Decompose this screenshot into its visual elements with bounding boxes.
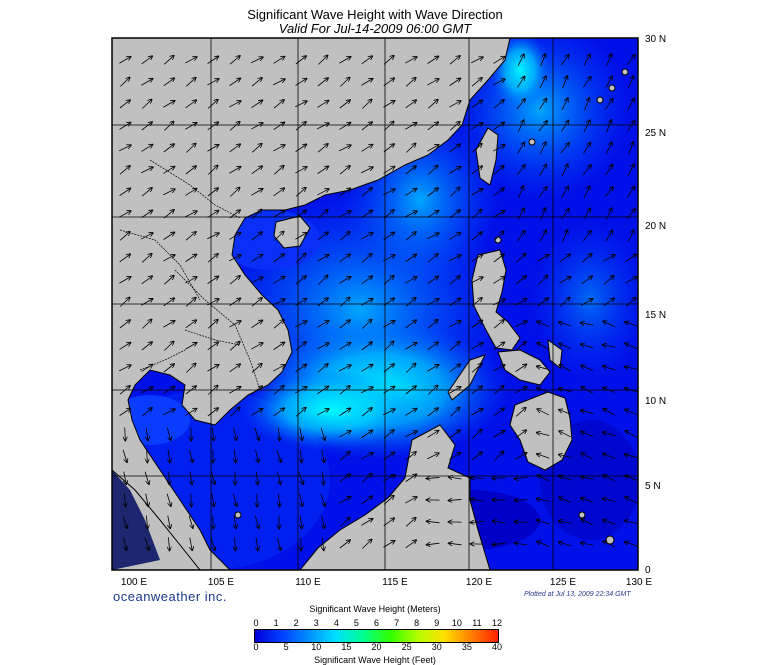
colorbar-tick-feet: 30 <box>431 642 442 652</box>
plotted-timestamp: Plotted at Jul 13, 2009 22:34 GMT <box>524 591 631 598</box>
colorbar-tick-feet: 25 <box>401 642 412 652</box>
colorbar-tick-meters: 7 <box>394 618 400 628</box>
colorbar-tick-feet: 0 <box>253 642 259 652</box>
colorbar-tick-meters: 12 <box>491 618 503 628</box>
lat-label: 15 N <box>645 310 666 321</box>
colorbar-tick-feet: 35 <box>461 642 472 652</box>
colorbar-ticks-meters: 0 1 2 3 4 5 6 7 8 9 10 11 12 <box>250 618 503 630</box>
lon-label: 110 E <box>295 577 321 588</box>
colorbar-tick-meters: 0 <box>253 618 259 628</box>
colorbar-tick-feet: 20 <box>371 642 382 652</box>
colorbar-tick-meters: 4 <box>333 618 339 628</box>
colorbar-tick-meters: 11 <box>472 618 482 628</box>
colorbar-tick-meters: 2 <box>293 618 299 628</box>
lon-label: 100 E <box>121 577 147 588</box>
colorbar-title-feet: Significant Wave Height (Feet) <box>314 655 436 665</box>
lat-label: 10 N <box>645 396 666 407</box>
lat-label: 30 N <box>645 34 666 45</box>
lat-label: 20 N <box>645 221 666 232</box>
colorbar-tick-feet: 40 <box>491 642 503 652</box>
colorbar-tick-meters: 5 <box>353 618 359 628</box>
colorbar-tick-feet: 10 <box>311 642 322 652</box>
lon-label: 125 E <box>550 577 576 588</box>
brand-logo-text: oceanweather inc. <box>113 589 228 604</box>
lon-label: 105 E <box>208 577 234 588</box>
colorbar-tick-meters: 1 <box>273 618 279 628</box>
colorbar-tick-meters: 8 <box>414 618 420 628</box>
lon-label: 130 E <box>626 577 652 588</box>
lat-label: 5 N <box>645 481 661 492</box>
colorbar <box>254 629 499 643</box>
lat-label: 0 <box>645 565 651 576</box>
map-frame <box>111 37 639 571</box>
lon-label: 115 E <box>382 577 408 588</box>
wave-direction-arrows <box>118 54 637 551</box>
colorbar-tick-feet: 5 <box>283 642 289 652</box>
colorbar-tick-meters: 9 <box>434 618 440 628</box>
colorbar-tick-meters: 6 <box>373 618 380 628</box>
colorbar-tick-meters: 3 <box>313 618 319 628</box>
colorbar-ticks-feet: 0 5 10 15 20 25 30 35 40 <box>250 642 503 654</box>
colorbar-tick-feet: 15 <box>341 642 352 652</box>
chart-title: Significant Wave Height with Wave Direct… <box>247 7 503 22</box>
gridlines <box>112 38 638 570</box>
chart-subtitle: Valid For Jul-14-2009 06:00 GMT <box>278 21 472 36</box>
colorbar-title-meters: Significant Wave Height (Meters) <box>309 604 441 614</box>
lat-label: 25 N <box>645 128 666 139</box>
lon-label: 120 E <box>466 577 492 588</box>
colorbar-tick-meters: 10 <box>451 618 462 628</box>
